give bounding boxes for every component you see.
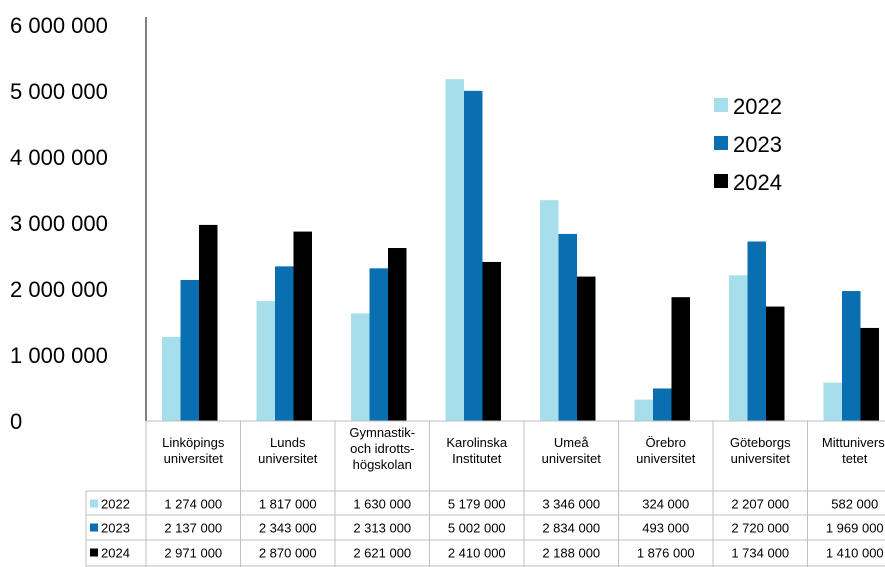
category-label-line: tetet bbox=[842, 451, 868, 466]
bar-2023 bbox=[558, 233, 577, 421]
table-cell-value: 2 870 000 bbox=[259, 546, 317, 561]
y-tick-label: 4 000 000 bbox=[10, 145, 108, 170]
table-key-swatch-2022 bbox=[90, 499, 98, 508]
table-cell-value: 1 734 000 bbox=[731, 546, 789, 561]
legend-label-2022: 2022 bbox=[733, 94, 782, 119]
table-cell-value: 1 817 000 bbox=[259, 497, 317, 512]
category-label: Mittuniversi tetet bbox=[822, 435, 885, 466]
bar-2022 bbox=[540, 200, 559, 421]
bar-2023 bbox=[369, 268, 388, 421]
legend-swatch-2023 bbox=[714, 136, 728, 150]
category-label-line: Göteborgs bbox=[730, 435, 791, 450]
table-series-label: 2024 bbox=[101, 546, 130, 561]
y-tick-label: 6 000 000 bbox=[10, 13, 108, 38]
table-cell-value: 2 137 000 bbox=[164, 521, 222, 536]
bar-2023 bbox=[747, 241, 766, 421]
table-cell-value: 1 630 000 bbox=[353, 497, 411, 512]
category-label: Örebro universitet bbox=[636, 435, 696, 466]
table-cell-value: 2 313 000 bbox=[353, 521, 411, 536]
y-tick-label: 2 000 000 bbox=[10, 277, 108, 302]
y-tick-label: 1 000 000 bbox=[10, 343, 108, 368]
category-label-line: Lunds bbox=[270, 435, 306, 450]
table-cell-value: 493 000 bbox=[642, 521, 689, 536]
table-cell-value: 2 207 000 bbox=[731, 497, 789, 512]
table-cell-value: 2 834 000 bbox=[542, 521, 600, 536]
category-label: Lunds universitet bbox=[258, 435, 318, 466]
table-cell-value: 2 188 000 bbox=[542, 546, 600, 561]
bar-2022 bbox=[351, 313, 370, 421]
category-label-line: Karolinska bbox=[446, 435, 507, 450]
legend-swatch-2022 bbox=[714, 98, 728, 112]
table-cell-value: 324 000 bbox=[642, 497, 689, 512]
table-cell-value: 2 410 000 bbox=[448, 546, 506, 561]
table-cell-value: 1 410 000 bbox=[826, 546, 884, 561]
legend-label-2024: 2024 bbox=[733, 170, 782, 195]
category-label-line: universitet bbox=[636, 451, 696, 466]
bar-2024 bbox=[766, 306, 785, 421]
y-tick-label: 3 000 000 bbox=[10, 211, 108, 236]
bar-2023 bbox=[842, 291, 861, 421]
category-label: Linköpings universitet bbox=[162, 435, 225, 466]
category-label-line: universitet bbox=[164, 451, 224, 466]
category-label-line: högskolan bbox=[353, 457, 412, 472]
category-label-line: universitet bbox=[258, 451, 318, 466]
table-cell-value: 2 971 000 bbox=[164, 546, 222, 561]
category-label-line: Mittuniversi bbox=[822, 435, 885, 450]
bar-2022 bbox=[729, 275, 748, 421]
legend-label-2023: 2023 bbox=[733, 132, 782, 157]
bar-2024 bbox=[577, 276, 596, 421]
table-key-swatch-2024 bbox=[90, 548, 98, 557]
category-label-line: universitet bbox=[731, 451, 791, 466]
table-cell-value: 1 969 000 bbox=[826, 521, 884, 536]
table-cell-value: 1 274 000 bbox=[164, 497, 222, 512]
table-cell-value: 582 000 bbox=[831, 497, 878, 512]
bar-2023 bbox=[275, 266, 294, 421]
table-cell-value: 5 179 000 bbox=[448, 497, 506, 512]
table-cell-value: 1 876 000 bbox=[637, 546, 695, 561]
bar-2022 bbox=[256, 301, 275, 421]
bar-2024 bbox=[860, 327, 879, 421]
table-cell-value: 5 002 000 bbox=[448, 521, 506, 536]
table-key-swatch-2023 bbox=[90, 523, 98, 532]
category-label-line: Gymnastik- bbox=[349, 425, 415, 440]
table-cell-value: 2 720 000 bbox=[731, 521, 789, 536]
category-label: Umeå universitet bbox=[542, 435, 602, 466]
category-label-line: Umeå bbox=[554, 435, 589, 450]
bar-2023 bbox=[653, 388, 672, 421]
category-label: Göteborgs universitet bbox=[730, 435, 791, 466]
bar-2022 bbox=[445, 79, 464, 421]
bar-2023 bbox=[464, 90, 483, 422]
category-label-line: Institutet bbox=[452, 451, 502, 466]
legend-swatch-2024 bbox=[714, 174, 728, 188]
y-tick-label: 5 000 000 bbox=[10, 79, 108, 104]
bar-2022 bbox=[162, 336, 181, 421]
bar-2023 bbox=[180, 279, 199, 421]
table-series-label: 2022 bbox=[101, 497, 130, 512]
bar-2022 bbox=[634, 399, 653, 421]
table-cell-value: 2 343 000 bbox=[259, 521, 317, 536]
category-label: Karolinska Institutet bbox=[446, 435, 507, 466]
table-cell-value: 2 621 000 bbox=[353, 546, 411, 561]
table-cell-value: 3 346 000 bbox=[542, 497, 600, 512]
bar-2024 bbox=[199, 224, 218, 421]
bar-2022 bbox=[823, 382, 842, 421]
bar-2024 bbox=[671, 297, 690, 421]
bar-2024 bbox=[388, 248, 407, 421]
category-label: Gymnastik-och idrotts-högskolan bbox=[349, 425, 415, 472]
table-series-label: 2023 bbox=[101, 521, 130, 536]
category-label-line: och idrotts- bbox=[350, 441, 414, 456]
category-label-line: Örebro bbox=[646, 435, 686, 450]
y-tick-label: 0 bbox=[10, 409, 22, 434]
category-label-line: universitet bbox=[542, 451, 602, 466]
bar-2024 bbox=[293, 231, 312, 421]
category-label-line: Linköpings bbox=[162, 435, 225, 450]
bar-2024 bbox=[482, 261, 501, 421]
